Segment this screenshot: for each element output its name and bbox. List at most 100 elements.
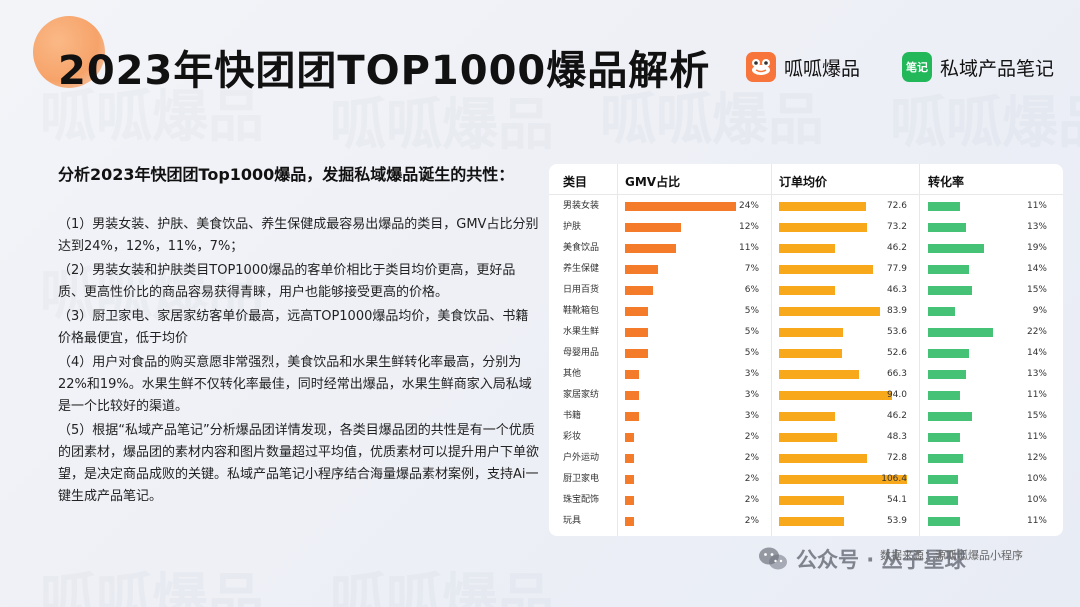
- value-label: 2%: [744, 432, 759, 442]
- value-label: 53.9: [886, 516, 907, 526]
- bar-gmv: [625, 286, 653, 295]
- value-label: 3%: [744, 390, 759, 400]
- table-row: 水果生鲜 5% 53.6 22%: [549, 322, 1063, 343]
- bar-gmv: [625, 328, 648, 337]
- header-conversion: 转化率: [928, 175, 965, 189]
- table-row: 彩妆 2% 48.3 11%: [549, 427, 1063, 448]
- value-label: 72.8: [886, 453, 907, 463]
- value-label: 7%: [744, 264, 759, 274]
- value-label: 22%: [1026, 327, 1047, 337]
- bar-price: [779, 202, 866, 211]
- table-header: 类目 GMV占比 订单均价 转化率: [549, 164, 1063, 194]
- section-subtitle: 分析2023年快团团Top1000爆品，发掘私域爆品诞生的共性：: [58, 165, 515, 184]
- category-label: 美食饮品: [563, 243, 600, 253]
- bar-price: [779, 517, 844, 526]
- value-label: 3%: [744, 369, 759, 379]
- value-label: 77.9: [886, 264, 907, 274]
- divider: [617, 164, 618, 536]
- value-label: 2%: [744, 453, 759, 463]
- wechat-icon: [759, 547, 787, 570]
- table-row: 书籍 3% 46.2 15%: [549, 406, 1063, 427]
- value-label: 13%: [1026, 222, 1047, 232]
- value-label: 3%: [744, 411, 759, 421]
- value-label: 106.4: [881, 474, 907, 484]
- value-label: 46.2: [886, 411, 907, 421]
- bar-gmv: [625, 223, 681, 232]
- bar-gmv: [625, 349, 648, 358]
- watermark: 呱呱爆品: [890, 91, 1080, 156]
- bar-gmv: [625, 517, 634, 526]
- value-label: 10%: [1026, 495, 1047, 505]
- bar-conversion: [928, 433, 960, 442]
- frog-icon: [746, 52, 776, 82]
- bar-conversion: [928, 391, 960, 400]
- value-label: 5%: [744, 327, 759, 337]
- category-label: 鞋靴箱包: [563, 306, 600, 316]
- data-source: 数据来源：源呱呱爆品小程序: [880, 549, 1023, 562]
- bar-conversion: [928, 244, 984, 253]
- value-label: 12%: [1026, 453, 1047, 463]
- bar-price: [779, 391, 892, 400]
- value-label: 48.3: [886, 432, 907, 442]
- bar-gmv: [625, 496, 634, 505]
- bar-price: [779, 496, 844, 505]
- category-label: 护肤: [563, 222, 582, 232]
- bar-gmv: [625, 244, 676, 253]
- category-label: 家居家纺: [563, 390, 600, 400]
- bar-price: [779, 244, 835, 253]
- category-label: 水果生鲜: [563, 327, 600, 337]
- table-row: 珠宝配饰 2% 54.1 10%: [549, 490, 1063, 511]
- value-label: 11%: [1026, 201, 1047, 211]
- bar-conversion: [928, 475, 958, 484]
- bar-conversion: [928, 370, 966, 379]
- value-label: 94.0: [886, 390, 907, 400]
- header-price: 订单均价: [779, 175, 828, 189]
- bar-price: [779, 475, 907, 484]
- note-icon: 笔记: [902, 52, 932, 82]
- bar-price: [779, 412, 835, 421]
- wechat-name: 公众号 · 丛子星球: [796, 548, 966, 572]
- value-label: 14%: [1026, 264, 1047, 274]
- bar-gmv: [625, 265, 658, 274]
- bar-gmv: [625, 307, 648, 316]
- bar-price: [779, 349, 842, 358]
- brand-name: 私域产品笔记: [940, 57, 1055, 80]
- table-row: 男装女装 24% 72.6 11%: [549, 196, 1063, 217]
- value-label: 13%: [1026, 369, 1047, 379]
- bar-conversion: [928, 349, 969, 358]
- value-label: 15%: [1026, 285, 1047, 295]
- value-label: 2%: [744, 495, 759, 505]
- bar-conversion: [928, 454, 963, 463]
- bar-gmv: [625, 475, 634, 484]
- table-row: 户外运动 2% 72.8 12%: [549, 448, 1063, 469]
- wechat-account: 公众号 · 丛子星球: [758, 544, 966, 574]
- bar-conversion: [928, 517, 960, 526]
- value-label: 54.1: [886, 495, 907, 505]
- decorative-circle: [33, 16, 105, 88]
- analysis-text: （1）男装女装、护肤、美食饮品、养生保健成最容易出爆品的类目，GMV占比分别达到…: [58, 214, 540, 510]
- analysis-point: （5）根据“私域产品笔记”分析爆品团详情发现，各类目爆品团的共性是有一个优质的团…: [58, 423, 540, 504]
- divider: [771, 164, 772, 536]
- category-label: 日用百货: [563, 285, 600, 295]
- bar-gmv: [625, 454, 634, 463]
- table-row: 日用百货 6% 46.3 15%: [549, 280, 1063, 301]
- bar-gmv: [625, 433, 634, 442]
- value-label: 19%: [1026, 243, 1047, 253]
- value-label: 10%: [1026, 474, 1047, 484]
- table-row: 美食饮品 11% 46.2 19%: [549, 238, 1063, 259]
- bar-price: [779, 307, 880, 316]
- value-label: 83.9: [886, 306, 907, 316]
- bar-gmv: [625, 391, 639, 400]
- category-label: 户外运动: [563, 453, 600, 463]
- watermark: 呱呱爆品: [330, 568, 554, 607]
- bar-conversion: [928, 202, 960, 211]
- bar-conversion: [928, 496, 958, 505]
- value-label: 73.2: [886, 222, 907, 232]
- bar-price: [779, 370, 859, 379]
- category-label: 厨卫家电: [563, 474, 600, 484]
- bar-gmv: [625, 412, 639, 421]
- value-label: 24%: [738, 201, 759, 211]
- analysis-point: （4）用户对食品的购买意愿非常强烈，美食饮品和水果生鲜转化率最高，分别为22%和…: [58, 355, 532, 414]
- bar-gmv: [625, 202, 736, 211]
- value-label: 66.3: [886, 369, 907, 379]
